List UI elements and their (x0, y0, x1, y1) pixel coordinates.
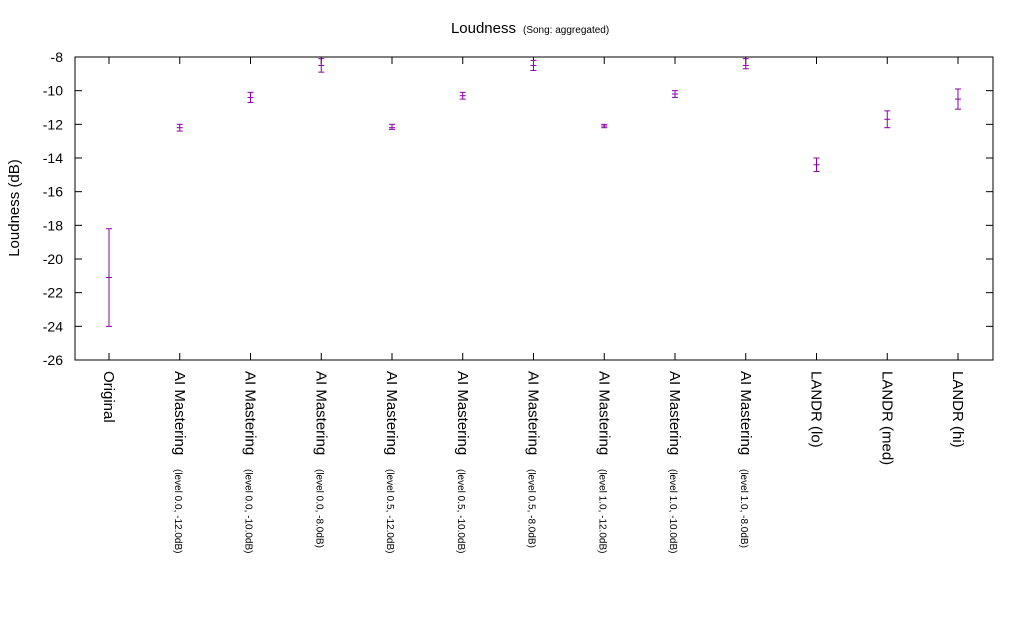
x-tick-label-sub: (level 1.0, -12.0dB) (596, 469, 607, 554)
error-bar (106, 228, 112, 327)
y-tick-label: -18 (43, 217, 63, 233)
x-tick-label: LANDR (med) (878, 371, 895, 465)
x-tick-label: AI Mastering (level 0.5, -10.0dB) (454, 371, 471, 554)
x-tick-label-name: LANDR (med) (878, 371, 895, 465)
error-bar (813, 157, 820, 172)
x-tick-label-name: AI Mastering (242, 371, 259, 455)
error-bar (955, 88, 961, 110)
y-tick-label: -20 (43, 251, 63, 267)
error-bar (318, 58, 325, 73)
error-bar (247, 91, 254, 103)
error-bar (389, 123, 395, 130)
y-tick-label: -10 (43, 83, 63, 99)
x-tick-label-name: AI Mastering (312, 371, 329, 455)
chart-title: Loudness (451, 20, 516, 37)
x-tick-label-name: AI Mastering (383, 371, 400, 455)
x-tick-label: AI Mastering (level 1.0, -12.0dB) (595, 371, 612, 554)
x-tick-label: AI Mastering (level 0.5, -8.0dB) (525, 371, 542, 548)
x-tick-label-name: LANDR (lo) (808, 371, 825, 448)
y-tick-label: -12 (43, 116, 63, 132)
error-bar (742, 58, 749, 70)
plot-frame (74, 56, 994, 361)
x-tick-label: AI Mastering (level 0.0, -12.0dB) (171, 371, 188, 554)
x-tick-label-name: Original (100, 371, 117, 423)
x-tick-label-name: AI Mastering (737, 371, 754, 455)
y-tick-label: -14 (43, 150, 63, 166)
error-bar (176, 123, 183, 132)
x-tick-label: AI Mastering (level 1.0, -8.0dB) (737, 371, 754, 548)
chart-subtitle: (Song: aggregated) (523, 25, 609, 36)
x-axis: Original AI Mastering (level 0.0, -12.0dB)… (100, 57, 966, 554)
x-tick-label-name: AI Mastering (525, 371, 542, 455)
x-tick-label: LANDR (hi) (949, 371, 966, 448)
x-tick-label: Original (100, 371, 117, 423)
y-tick-label: -16 (43, 184, 63, 200)
x-tick-label-name: AI Mastering (595, 371, 612, 455)
x-tick-label-sub: (level 1.0, -8.0dB) (738, 469, 749, 548)
x-tick-label-name: AI Mastering (171, 371, 188, 455)
error-bar (601, 123, 608, 129)
y-tick-label: -22 (43, 285, 63, 301)
x-tick-label: LANDR (lo) (808, 371, 825, 448)
y-tick-label: -24 (43, 318, 63, 334)
x-tick-label: AI Mastering (level 0.5, -12.0dB) (383, 371, 400, 554)
error-bar (672, 90, 678, 98)
x-tick-label-sub: (level 0.0, -10.0dB) (243, 469, 254, 554)
error-bar (530, 59, 537, 71)
y-axis: -8 -10 -12 -14 -16 -18 -20 -22 -24 -26 (43, 49, 993, 368)
x-tick-label-name: LANDR (hi) (949, 371, 966, 448)
x-tick-label: AI Mastering (level 1.0, -10.0dB) (666, 371, 683, 554)
error-bar (884, 110, 891, 129)
x-tick-label-sub: (level 0.5, -10.0dB) (455, 469, 466, 554)
error-bar (459, 91, 466, 100)
y-tick-label: -8 (51, 49, 64, 65)
x-tick-label: AI Mastering (level 0.0, -8.0dB) (312, 371, 329, 548)
error-bars (106, 58, 961, 327)
y-axis-label: Loudness (dB) (6, 159, 23, 257)
x-tick-label-name: AI Mastering (454, 371, 471, 455)
y-tick-label: -26 (43, 352, 63, 368)
x-tick-label-name: AI Mastering (666, 371, 683, 455)
x-tick-label-sub: (level 0.0, -8.0dB) (313, 469, 324, 548)
x-tick-label-sub: (level 0.0, -12.0dB) (172, 469, 183, 554)
x-tick-label-sub: (level 1.0, -10.0dB) (667, 469, 678, 554)
x-tick-label-sub: (level 0.5, -8.0dB) (526, 469, 537, 548)
x-tick-label: AI Mastering (level 0.0, -10.0dB) (242, 371, 259, 554)
x-tick-label-sub: (level 0.5, -12.0dB) (384, 469, 395, 554)
